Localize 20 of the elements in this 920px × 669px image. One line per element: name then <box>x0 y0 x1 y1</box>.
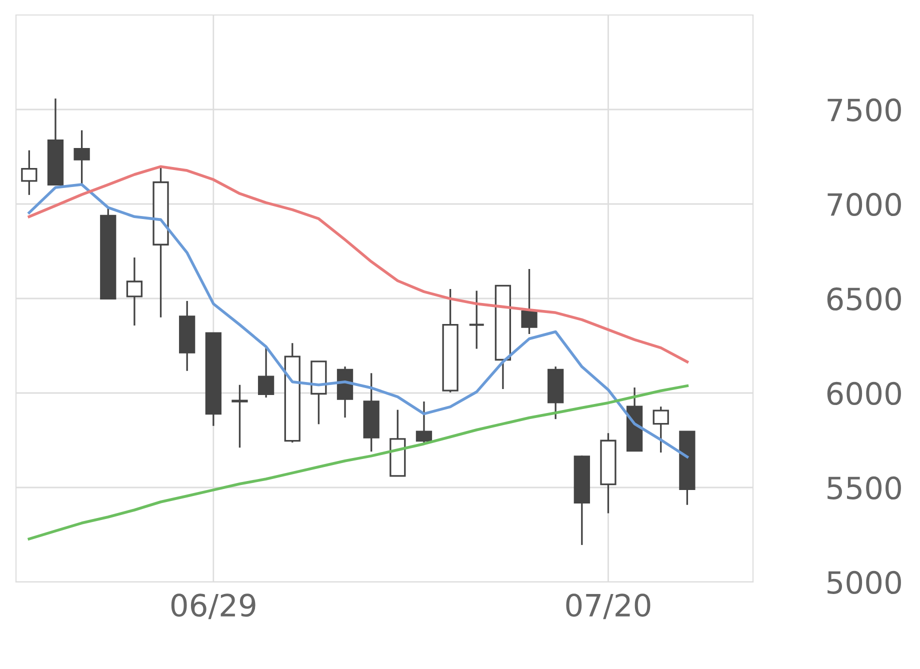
x-tick-label: 06/29 <box>171 594 256 620</box>
y-tick-label: 7000 <box>828 192 901 216</box>
y-tick-label: 7500 <box>828 98 901 122</box>
candlestick <box>232 384 248 448</box>
line-series <box>28 165 689 364</box>
candlestick <box>21 149 38 196</box>
candlestick <box>652 406 669 454</box>
candlestick <box>126 256 143 326</box>
y-tick-label: 5000 <box>828 570 901 594</box>
x-tick-label: 07/20 <box>566 594 650 620</box>
line-series <box>28 384 689 540</box>
line-series <box>28 183 689 458</box>
candlestick <box>521 268 538 335</box>
y-tick-label: 6000 <box>827 382 901 406</box>
y-tick-label: 6500 <box>827 287 901 311</box>
candlestick <box>468 290 485 350</box>
y-tick-label: 5500 <box>828 476 901 500</box>
candlestick <box>74 129 90 185</box>
candlestick <box>258 347 274 398</box>
candlestick <box>416 400 432 444</box>
